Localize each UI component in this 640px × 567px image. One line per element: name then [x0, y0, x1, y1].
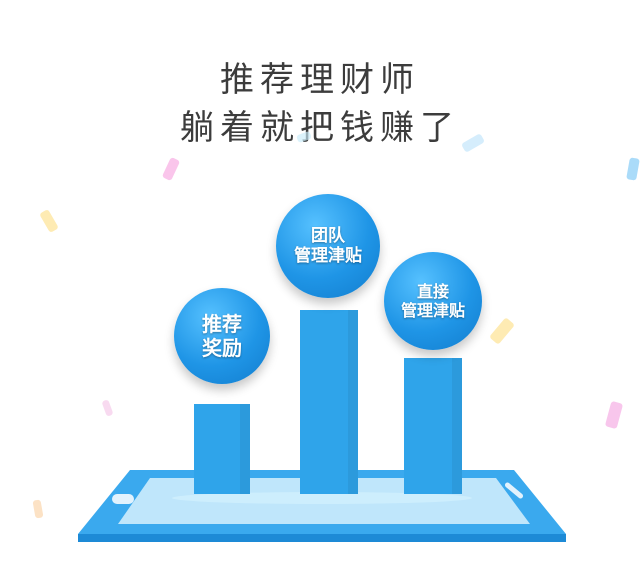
bubble-right-line1: 直接 [417, 282, 449, 301]
bar-left [194, 404, 250, 494]
confetti-icon [32, 499, 43, 518]
bubble-left-line1: 推荐 [202, 312, 242, 336]
confetti-icon [162, 157, 180, 181]
bubble-recommend-reward: 推荐 奖励 [174, 288, 270, 384]
bubble-team-allowance: 团队 管理津贴 [276, 194, 380, 298]
bubble-right-line2: 管理津贴 [401, 301, 465, 320]
headline-line-1: 推荐理财师 [0, 52, 640, 101]
bubble-middle-line2: 管理津贴 [294, 246, 362, 266]
bar-middle [300, 310, 358, 494]
confetti-icon [489, 317, 515, 345]
headline-line-2: 躺着就把钱赚了 [0, 100, 640, 149]
bar-right [404, 358, 462, 494]
bubble-middle-line1: 团队 [311, 226, 345, 246]
bubble-left-line2: 奖励 [202, 336, 242, 360]
confetti-icon [39, 209, 59, 233]
confetti-icon [605, 401, 623, 429]
confetti-icon [101, 399, 113, 416]
phone-home-button-icon [112, 494, 134, 504]
confetti-icon [626, 157, 640, 180]
bubble-direct-allowance: 直接 管理津贴 [384, 252, 482, 350]
